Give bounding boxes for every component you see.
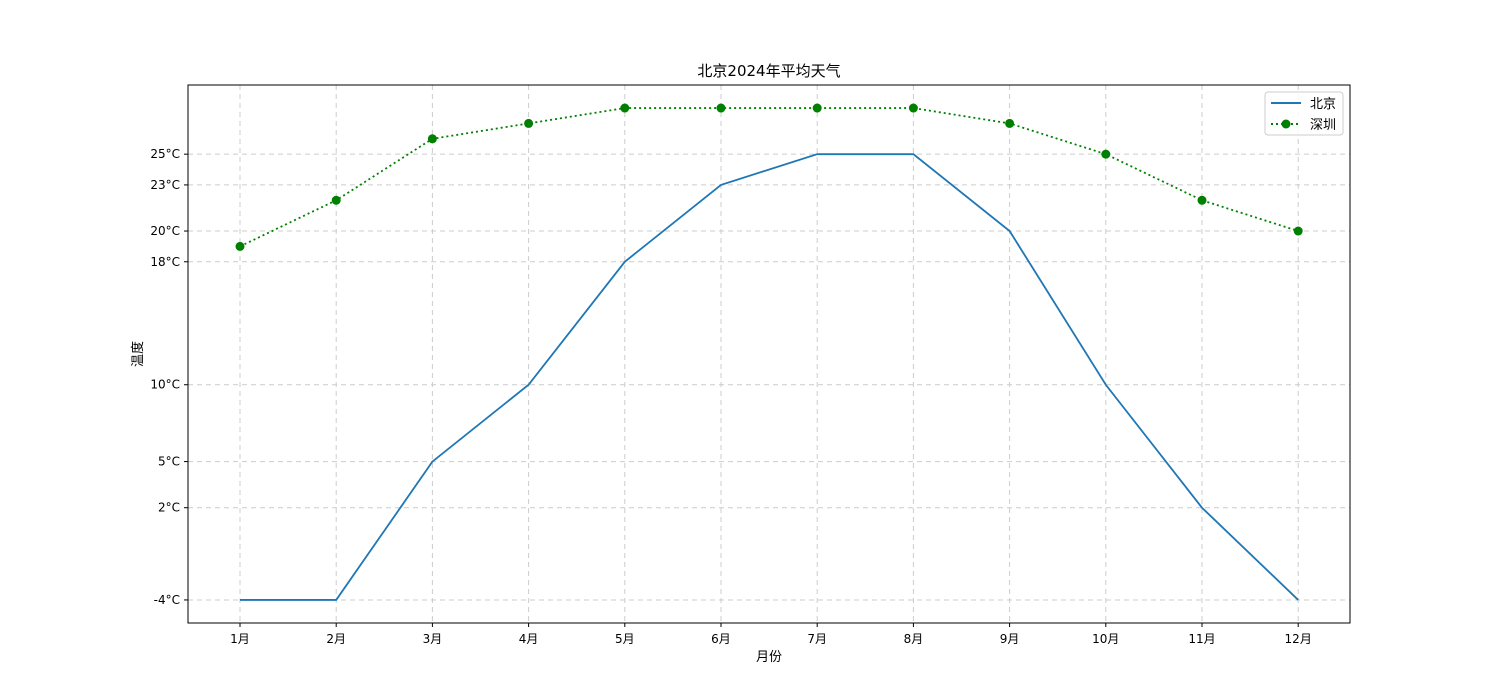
y-tick-label: 5°C bbox=[158, 455, 180, 469]
shenzhen-point bbox=[1293, 226, 1303, 236]
x-tick-label: 7月 bbox=[807, 632, 827, 646]
legend: 北京 深圳 bbox=[1264, 91, 1344, 136]
shenzhen-point bbox=[908, 103, 918, 113]
legend-label-beijing: 北京 bbox=[1310, 97, 1336, 112]
beijing-line bbox=[240, 153, 1299, 601]
shenzhen-point bbox=[235, 241, 245, 251]
y-tick-label: 20°C bbox=[150, 224, 180, 238]
grid-lines bbox=[188, 85, 1350, 623]
y-axis-ticks: -4°C 2°C 5°C 10°C 18°C 20°C 23°C 25°C bbox=[150, 147, 188, 607]
y-tick-label: 23°C bbox=[150, 178, 180, 192]
shenzhen-point bbox=[716, 103, 726, 113]
x-axis-label: 月份 bbox=[756, 650, 782, 665]
x-tick-label: 3月 bbox=[423, 632, 443, 646]
y-tick-label: 18°C bbox=[150, 255, 180, 269]
x-tick-label: 6月 bbox=[711, 632, 731, 646]
plot-frame bbox=[187, 84, 1351, 624]
y-tick-label: 25°C bbox=[150, 147, 180, 161]
x-tick-label: 8月 bbox=[904, 632, 924, 646]
x-tick-label: 5月 bbox=[615, 632, 635, 646]
x-tick-label: 9月 bbox=[1000, 632, 1020, 646]
shenzhen-point bbox=[812, 103, 822, 113]
shenzhen-point bbox=[524, 118, 534, 128]
y-tick-label: 2°C bbox=[158, 501, 180, 515]
x-axis-ticks: 1月 2月 3月 4月 5月 6月 7月 8月 9月 10月 11月 12月 bbox=[230, 623, 1312, 646]
x-tick-label: 11月 bbox=[1188, 632, 1215, 646]
y-axis-label: 温度 bbox=[130, 341, 146, 367]
x-tick-label: 12月 bbox=[1285, 632, 1312, 646]
shenzhen-point bbox=[1197, 195, 1207, 205]
shenzhen-point bbox=[620, 103, 630, 113]
shenzhen-point bbox=[427, 134, 437, 144]
x-tick-label: 4月 bbox=[519, 632, 539, 646]
y-tick-label: -4°C bbox=[154, 593, 180, 607]
x-tick-label: 2月 bbox=[326, 632, 346, 646]
legend-marker-shenzhen bbox=[1281, 119, 1291, 129]
shenzhen-point bbox=[1005, 118, 1015, 128]
legend-label-shenzhen: 深圳 bbox=[1310, 118, 1336, 133]
shenzhen-point bbox=[1101, 149, 1111, 159]
series-group bbox=[235, 103, 1303, 601]
chart-title: 北京2024年平均天气 bbox=[697, 62, 840, 80]
shenzhen-line bbox=[239, 107, 1299, 248]
y-tick-label: 10°C bbox=[150, 378, 180, 392]
x-tick-label: 1月 bbox=[230, 632, 250, 646]
shenzhen-point bbox=[331, 195, 341, 205]
x-tick-label: 10月 bbox=[1092, 632, 1119, 646]
